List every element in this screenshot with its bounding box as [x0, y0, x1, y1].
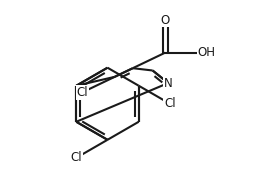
Text: N: N [164, 77, 173, 90]
Text: OH: OH [198, 46, 216, 59]
Text: Cl: Cl [76, 86, 88, 99]
Text: Cl: Cl [70, 151, 82, 164]
Text: Cl: Cl [164, 97, 176, 110]
Text: O: O [161, 14, 170, 27]
